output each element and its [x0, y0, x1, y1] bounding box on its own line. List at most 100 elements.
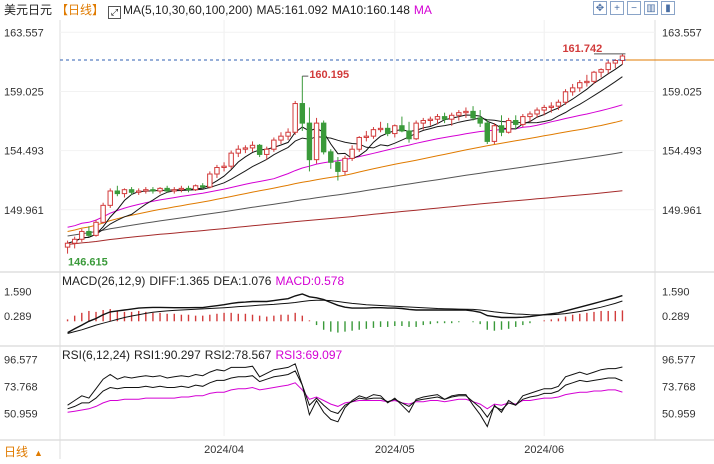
- candle-body: [619, 55, 626, 61]
- candle-body: [413, 122, 419, 140]
- price-tick-right: 149.961: [662, 205, 702, 217]
- candle-body: [555, 101, 562, 107]
- candle-body: [207, 173, 213, 188]
- macd-tick-right: 0.289: [662, 311, 690, 323]
- ma10-line: [67, 76, 623, 244]
- macd-params[interactable]: MACD(26,12,9): [62, 274, 146, 288]
- candle-body: [612, 59, 619, 64]
- candle-body: [598, 69, 604, 73]
- macd-tick-left: 1.590: [4, 286, 32, 298]
- candle-body: [392, 125, 398, 135]
- macd-diff-value: DIFF:1.365: [149, 274, 210, 288]
- candle-body: [449, 114, 455, 120]
- candle-body: [527, 113, 533, 118]
- candle-body: [313, 122, 320, 161]
- candle-body: [192, 185, 199, 191]
- ma-more-label: MA: [413, 3, 432, 17]
- candle-body: [143, 189, 149, 192]
- candle-body: [441, 116, 448, 120]
- period-label[interactable]: 【日线】: [56, 3, 105, 17]
- x-axis-label: 2024/05: [375, 444, 415, 456]
- candle-body: [292, 103, 298, 133]
- rsi-params[interactable]: RSI(6,12,24): [62, 348, 131, 362]
- chart-type-icon[interactable]: ▥: [644, 1, 658, 15]
- ma100-line: [67, 151, 623, 237]
- price-tick-left: 163.557: [4, 27, 44, 39]
- candle-body: [470, 110, 476, 119]
- price-tick-right: 159.025: [662, 86, 702, 98]
- price-tick-left: 159.025: [4, 86, 44, 98]
- macd-diff-line: [67, 293, 623, 334]
- zoom-in-icon[interactable]: +: [610, 1, 624, 15]
- rsi-title: RSI(6,12,24) RSI1:90.297 RSI2:78.567 RSI3:6…: [62, 348, 346, 362]
- candle-body: [171, 189, 177, 192]
- rsi1-line: [67, 363, 623, 428]
- candle-body: [548, 105, 555, 108]
- candle-body: [79, 230, 85, 240]
- macd-hist-value: MACD:0.578: [275, 274, 345, 288]
- candle-body: [420, 120, 426, 124]
- candle-body: [356, 136, 362, 150]
- rsi3-line: [67, 382, 623, 413]
- candle-body: [520, 116, 526, 125]
- candle-body: [363, 135, 370, 138]
- symbol-label[interactable]: 美元日元: [4, 3, 53, 17]
- price-tick-left: 154.493: [4, 146, 44, 158]
- candle-body: [498, 125, 505, 133]
- zoom-out-icon[interactable]: −: [627, 1, 641, 15]
- period-tab-label: 日线: [4, 445, 29, 459]
- rsi2-value: RSI2:78.567: [204, 348, 272, 362]
- candle-body: [320, 122, 327, 153]
- candle-body: [235, 148, 241, 154]
- rsi-tick-left: 96.577: [4, 355, 38, 367]
- candle-body: [242, 147, 249, 150]
- rsi-tick-right: 50.959: [662, 409, 696, 421]
- x-axis-label: 2024/04: [204, 444, 244, 456]
- candle-body: [562, 91, 569, 103]
- last-price-label: 161.742: [562, 43, 602, 55]
- sidebar-icon[interactable]: ▮: [661, 1, 675, 15]
- candle-body: [164, 187, 170, 192]
- high-label: 160.195: [309, 69, 349, 81]
- candle-body: [228, 152, 234, 167]
- rsi-tick-right: 73.768: [662, 382, 696, 394]
- candle-body: [541, 106, 547, 111]
- price-tick-right: 163.557: [662, 27, 702, 39]
- candle-body: [349, 148, 355, 159]
- candle-body: [86, 230, 92, 236]
- chart-header: 美元日元 【日线】 ⤢ MA(5,10,30,60,100,200) MA5:161.0…: [4, 1, 436, 19]
- ma-settings-icon[interactable]: ⤢: [108, 6, 122, 19]
- candle-body: [569, 87, 576, 93]
- candle-body: [114, 190, 121, 195]
- candle-body: [214, 166, 220, 175]
- rsi-tick-right: 96.577: [662, 355, 696, 367]
- macd-dea-value: DEA:1.076: [213, 274, 272, 288]
- rsi1-value: RSI1:90.297: [134, 348, 201, 362]
- candle-body: [370, 129, 377, 137]
- candle-body: [185, 187, 192, 191]
- candle-body: [463, 110, 469, 114]
- price-tick-left: 149.961: [4, 205, 44, 217]
- candle-body: [342, 157, 348, 172]
- candle-body: [335, 161, 341, 172]
- ma-params-label[interactable]: MA(5,10,30,60,100,200): [123, 3, 253, 17]
- period-tab[interactable]: 日线 ▲: [4, 443, 43, 460]
- candle-body: [491, 125, 498, 142]
- candle-body: [157, 187, 163, 192]
- ma10-value: MA10:160.148: [331, 3, 410, 17]
- candle-body: [200, 185, 206, 188]
- candle-body: [256, 144, 263, 155]
- rsi-tick-left: 50.959: [4, 409, 38, 421]
- price-tick-right: 154.493: [662, 146, 702, 158]
- candle-body: [271, 139, 277, 150]
- chevron-up-icon: ▲: [34, 448, 43, 458]
- candle-body: [377, 127, 384, 131]
- candle-body: [178, 187, 185, 191]
- candle-body: [150, 189, 156, 192]
- move-icon[interactable]: ✥: [593, 1, 607, 15]
- candle-body: [534, 109, 540, 115]
- candle-body: [264, 148, 270, 155]
- candle-body: [406, 130, 412, 140]
